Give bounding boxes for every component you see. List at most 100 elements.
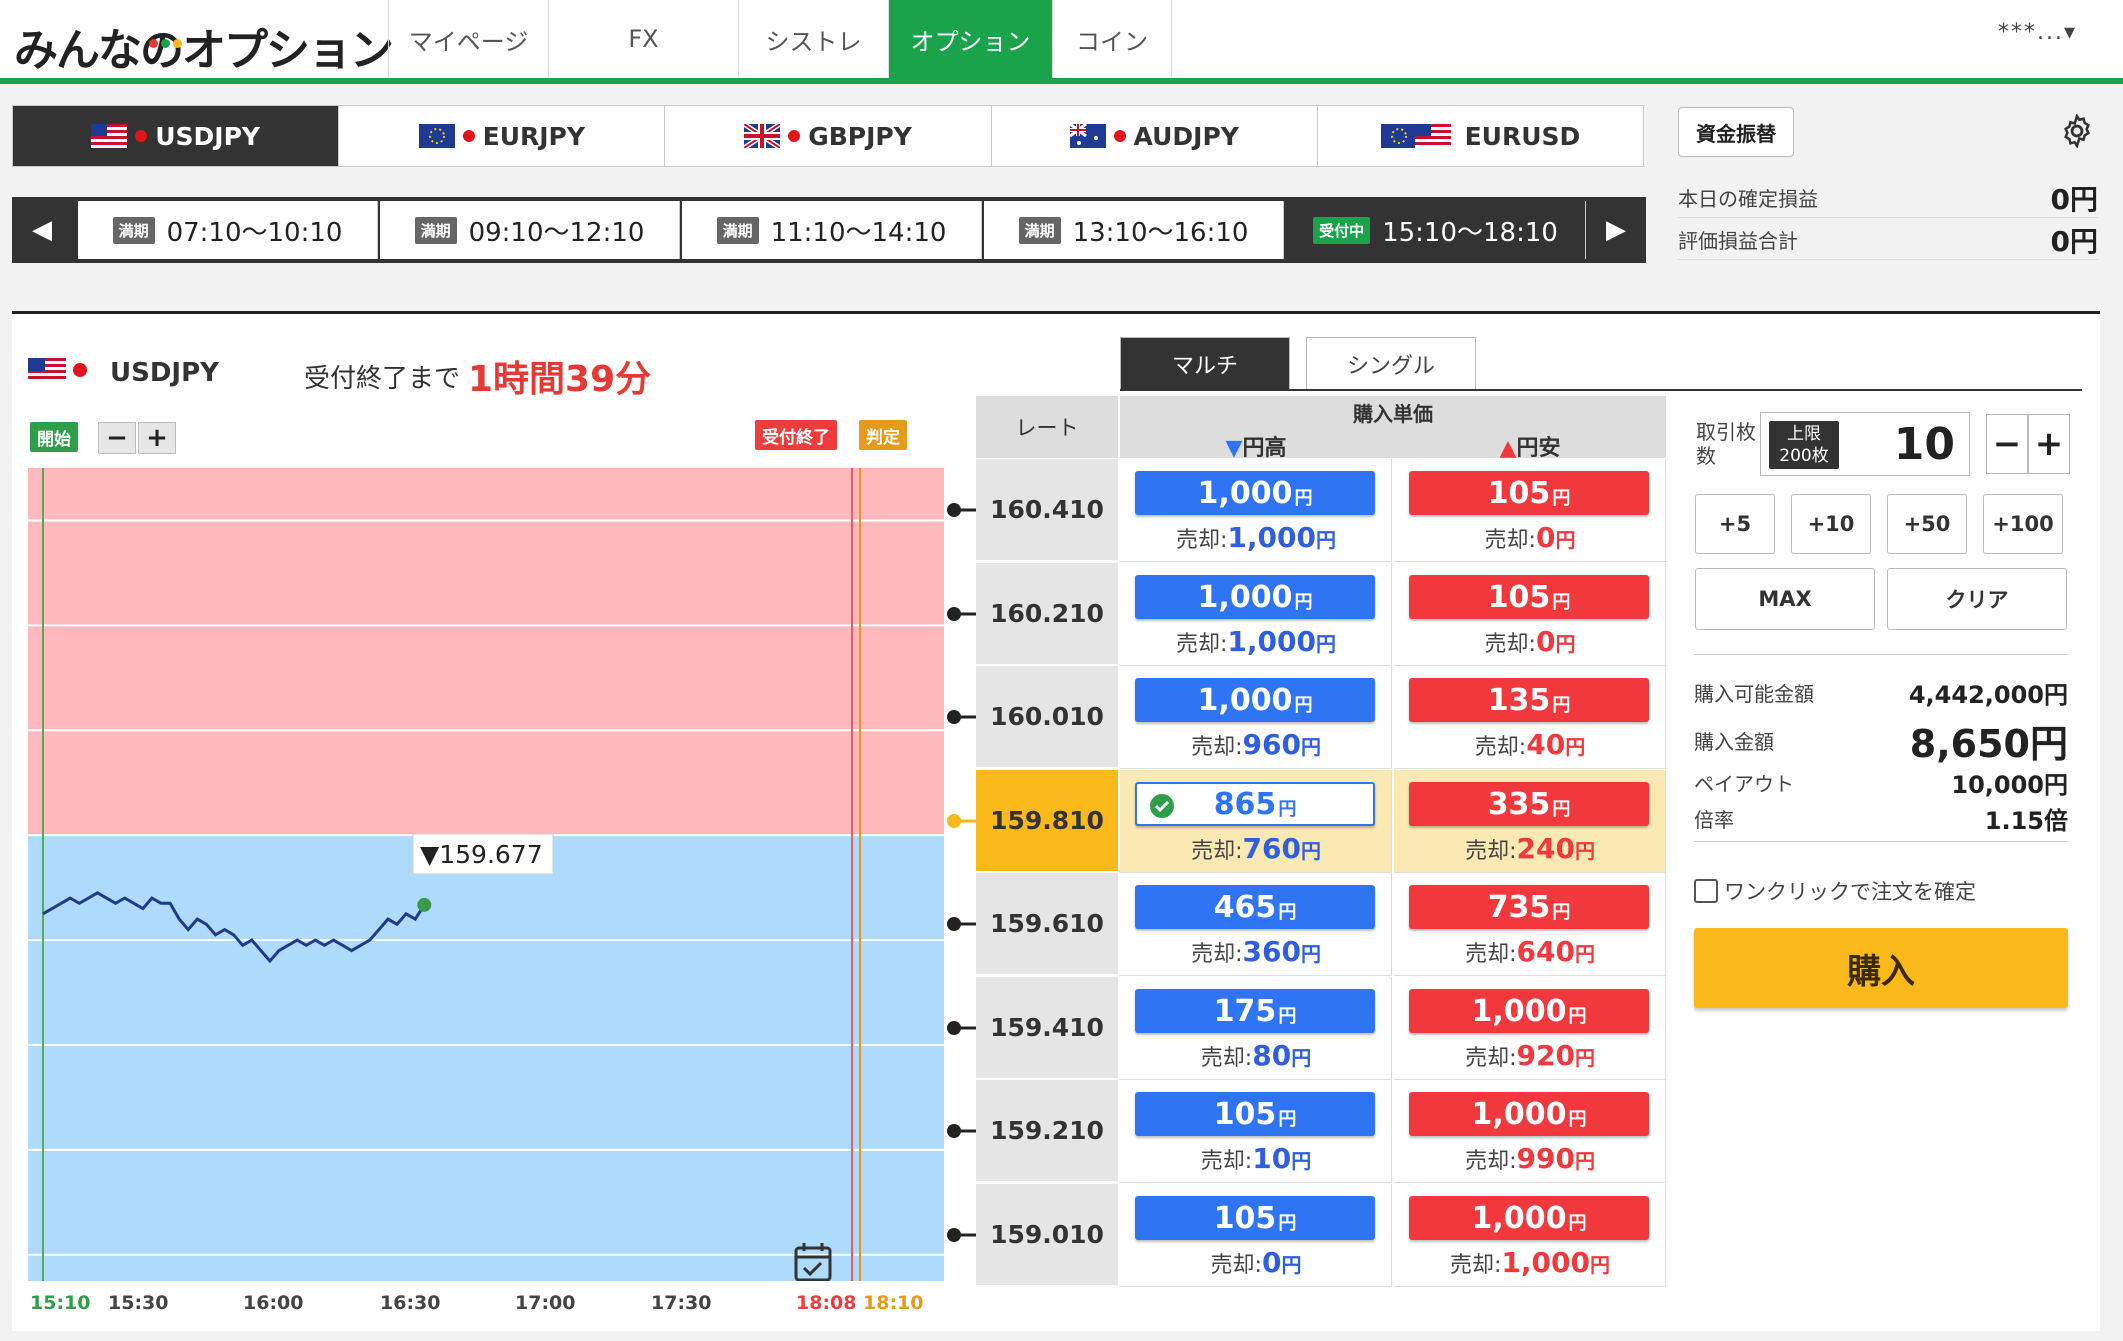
pair-tab-gbpjpy[interactable]: GBPJPY — [665, 106, 992, 166]
payout-row: ペイアウト 10,000円 — [1694, 765, 2068, 800]
rate-chart[interactable]: ▼159.677 — [28, 468, 944, 1281]
zoom-out-button[interactable]: − — [98, 422, 136, 454]
pair-tab-audjpy[interactable]: AUDJPY — [992, 106, 1318, 166]
ratio-row: 倍率 1.15倍 — [1694, 801, 2068, 836]
nav-tab-coin[interactable]: コイン — [1052, 0, 1172, 78]
price-unit: 円 — [1281, 1253, 1302, 1277]
clear-button[interactable]: クリア — [1887, 568, 2067, 630]
sell-prefix: 売却: — [1200, 1149, 1253, 1174]
logo-dots-icon — [149, 8, 185, 59]
time-slot[interactable]: 満期 11:10〜14:10 — [682, 201, 982, 259]
tab-single[interactable]: シングル — [1306, 337, 1476, 389]
rate-row: 159.610 465 円売却:360円 735 円売却:640円 — [976, 873, 1666, 976]
slot-status-badge: 満期 — [1018, 216, 1061, 244]
nav-tab-option[interactable]: オプション — [888, 0, 1052, 78]
calendar-icon[interactable] — [794, 1243, 832, 1281]
check-circle-icon — [1149, 792, 1175, 818]
time-slot[interactable]: 満期 07:10〜10:10 — [78, 201, 378, 259]
pair-tab-usdjpy[interactable]: USDJPY — [13, 106, 340, 166]
buy-yen-low-button[interactable]: 1,000 円 — [1409, 1196, 1649, 1240]
buy-yen-high-button[interactable]: 175 円 — [1135, 989, 1375, 1033]
purchase-button[interactable]: 購入 — [1694, 928, 2068, 1008]
fund-transfer-button[interactable]: 資金振替 — [1678, 107, 1794, 157]
pair-tab-eurjpy[interactable]: EURJPY — [339, 106, 666, 166]
qty-step-100-button[interactable]: +100 — [1983, 494, 2063, 554]
x-tick-label: 15:10 — [30, 1292, 91, 1314]
sell-prefix: 売却: — [1465, 942, 1517, 967]
buy-yen-low-button[interactable]: 105 円 — [1409, 575, 1649, 619]
buy-yen-high-button[interactable]: 105 円 — [1135, 1196, 1375, 1240]
strike-rate: 159.210 — [976, 1080, 1118, 1183]
yen-high-cell: 865 円売却:760円 — [1120, 770, 1392, 873]
pair-label: AUDJPY — [1133, 121, 1239, 151]
pair-label: EURJPY — [482, 121, 585, 151]
buy-yen-high-button[interactable]: 465 円 — [1135, 885, 1375, 929]
buy-yen-high-button[interactable]: 865 円 — [1135, 782, 1375, 826]
nav-tab-mypage[interactable]: マイページ — [388, 0, 548, 78]
zoom-in-button[interactable]: + — [138, 422, 176, 454]
buy-yen-high-button[interactable]: 1,000 円 — [1135, 678, 1375, 722]
pair-label: USDJPY — [155, 121, 260, 151]
price-unit: 円 — [1552, 799, 1571, 820]
buy-yen-low-button[interactable]: 1,000 円 — [1409, 989, 1649, 1033]
sell-price: 1,000 — [1501, 1246, 1590, 1279]
buy-price: 1,000 — [1471, 1096, 1567, 1132]
us-jp-flag-icon — [28, 356, 88, 390]
yen-low-cell: 135 円売却:40円 — [1394, 666, 1666, 769]
strike-rate: 159.810 — [976, 770, 1118, 873]
time-slot-current[interactable]: 受付中 15:10〜18:10 — [1286, 201, 1586, 259]
rate-connector-icon — [947, 607, 976, 621]
sell-prefix: 売却: — [1191, 942, 1243, 967]
qty-step-5-button[interactable]: +5 — [1695, 494, 1775, 554]
qty-step-10-button[interactable]: +10 — [1791, 494, 1871, 554]
sell-prefix: 売却: — [1484, 528, 1536, 553]
yen-high-cell: 1,000 円売却:1,000円 — [1120, 459, 1392, 562]
yen-high-cell: 1,000 円売却:960円 — [1120, 666, 1392, 769]
buy-yen-high-button[interactable]: 105 円 — [1135, 1092, 1375, 1136]
nav-tab-systre[interactable]: シストレ — [738, 0, 888, 78]
tab-multi[interactable]: マルチ — [1120, 337, 1290, 389]
current-rate-callout: ▼159.677 — [412, 833, 554, 875]
quantity-minus-button[interactable]: − — [1986, 414, 2028, 474]
pair-tab-eurusd[interactable]: EURUSD — [1318, 106, 1643, 166]
time-slot[interactable]: 満期 09:10〜12:10 — [380, 201, 680, 259]
available-amount-row: 購入可能金額 4,442,000円 — [1694, 675, 2068, 710]
yen-high-cell: 1,000 円売却:1,000円 — [1120, 563, 1392, 666]
buy-yen-low-button[interactable]: 335 円 — [1409, 782, 1649, 826]
limit-badge-line: 200枚 — [1779, 446, 1829, 466]
buy-price: 105 — [1487, 579, 1551, 615]
sell-prefix: 売却: — [1484, 632, 1536, 657]
price-unit: 円 — [1278, 799, 1297, 820]
sell-price-line: 売却:1,000円 — [1120, 521, 1392, 554]
oneclick-checkbox[interactable]: ワンクリックで注文を確定 — [1694, 876, 1976, 906]
slot-next-arrow-icon[interactable]: ▶ — [1606, 215, 1626, 245]
sell-prefix: 売却: — [1210, 1253, 1262, 1278]
quantity-plus-button[interactable]: + — [2028, 414, 2070, 474]
slot-status-badge: 満期 — [414, 216, 457, 244]
buy-yen-low-button[interactable]: 105 円 — [1409, 471, 1649, 515]
yen-high-header: ▼円高 — [1225, 436, 1287, 461]
gear-icon[interactable] — [2060, 114, 2094, 148]
sell-price-line: 売却:760円 — [1120, 832, 1392, 865]
buy-yen-high-button[interactable]: 1,000 円 — [1135, 471, 1375, 515]
app-logo[interactable]: みんなのオプション — [14, 14, 394, 76]
rate-connector-icon — [947, 503, 976, 517]
sell-prefix: 売却: — [1191, 839, 1243, 864]
qty-step-50-button[interactable]: +50 — [1887, 494, 1967, 554]
slot-prev-arrow-icon[interactable]: ◀ — [32, 215, 52, 245]
buy-yen-low-button[interactable]: 135 円 — [1409, 678, 1649, 722]
nav-tab-label: シストレ — [765, 27, 862, 56]
yen-low-cell: 335 円売却:240円 — [1394, 770, 1666, 873]
nav-tab-fx[interactable]: FX — [548, 0, 738, 78]
nav-tab-label: マイページ — [408, 27, 529, 56]
yen-low-header: ▲円安 — [1499, 436, 1561, 461]
buy-yen-low-button[interactable]: 1,000 円 — [1409, 1092, 1649, 1136]
time-slot[interactable]: 満期 13:10〜16:10 — [984, 201, 1284, 259]
buy-yen-low-button[interactable]: 735 円 — [1409, 885, 1649, 929]
price-unit: 円 — [1278, 902, 1297, 923]
buy-yen-high-button[interactable]: 1,000 円 — [1135, 575, 1375, 619]
quantity-field[interactable]: 上限 200枚 10 — [1760, 412, 1970, 476]
user-menu[interactable]: ***...▾ — [1997, 20, 2077, 45]
max-button[interactable]: MAX — [1695, 568, 1875, 630]
checkbox-icon[interactable] — [1694, 879, 1718, 903]
